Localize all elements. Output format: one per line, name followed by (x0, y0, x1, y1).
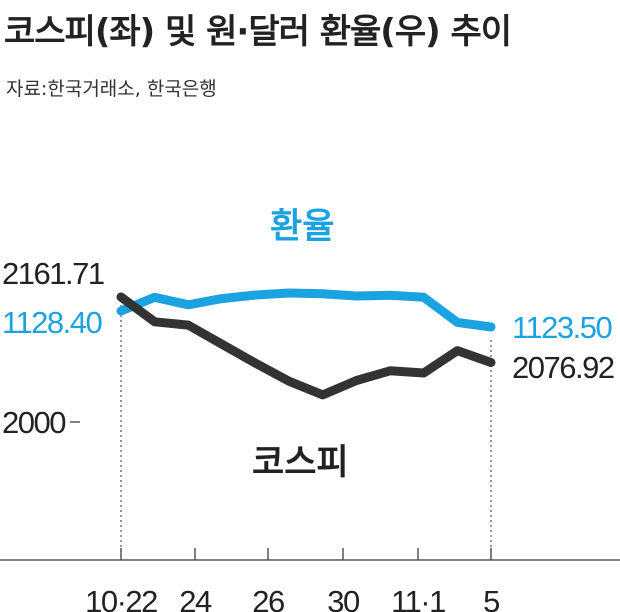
fx-series-line (116, 288, 496, 332)
x-tick-label: 10·22 (85, 584, 157, 612)
fx-end-value-label: 1123.50 (512, 310, 613, 345)
x-tick-label: 30 (327, 584, 360, 612)
fx-series-label: 환율 (270, 207, 334, 247)
fx-start-value-label: 1128.40 (2, 305, 103, 340)
x-tick-label: 5 (483, 584, 499, 612)
kospi-series-label: 코스피 (252, 443, 349, 483)
chart-title: 코스피(좌) 및 원·달러 환율(우) 추이 (4, 12, 512, 52)
x-tick-label: 24 (179, 584, 212, 612)
kospi-end-value-label: 2076.92 (512, 350, 614, 385)
kospi-series-line (116, 292, 496, 400)
kospi-start-value-label: 2161.71 (2, 256, 104, 291)
chart-source: 자료:한국거래소, 한국은행 (6, 78, 217, 100)
y-left-tick-label: 2000 (2, 405, 66, 440)
x-tick-label: 26 (252, 584, 284, 612)
x-tick-label: 11·1 (391, 584, 445, 612)
